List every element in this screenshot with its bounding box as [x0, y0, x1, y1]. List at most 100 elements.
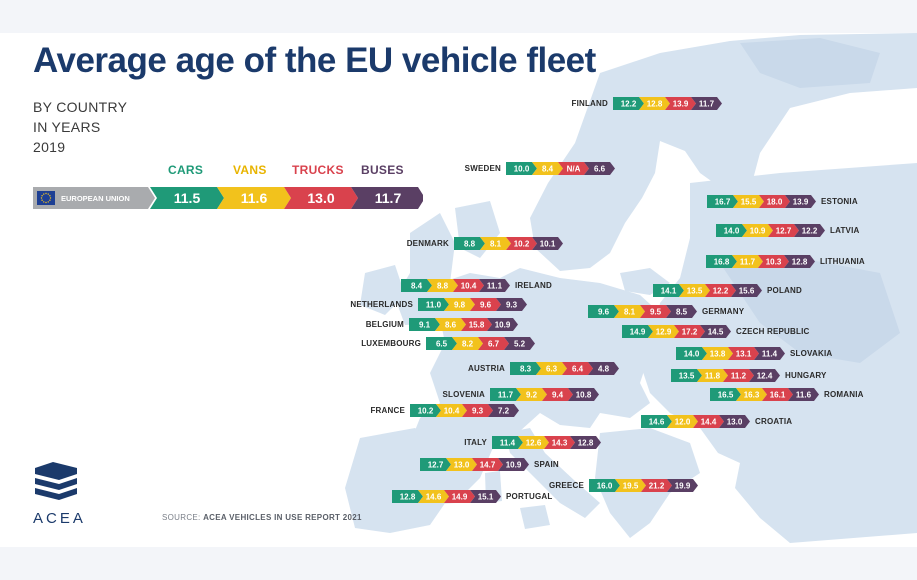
spain-vans-bar — [446, 458, 477, 471]
eu-flag-star — [40, 197, 43, 199]
country-label-germany: GERMANY — [702, 307, 745, 316]
eu-flag-star — [49, 197, 52, 199]
germany-buses-value: 8.5 — [676, 307, 688, 316]
france-trucks-value: 9.3 — [472, 406, 484, 415]
country-label-finland: FINLAND — [571, 99, 608, 108]
austria-vans-value: 6.3 — [546, 364, 558, 373]
eu-flag-star — [43, 193, 45, 195]
row-greece: 16.0 19.5 21.2 19.9 — [589, 479, 698, 492]
eu-vans-bar — [217, 187, 291, 209]
hungary-cars-bar — [671, 369, 702, 382]
portugal-cars-bar — [392, 490, 423, 503]
row-romania: 16.5 16.3 16.1 11.6 — [710, 388, 819, 401]
eu-flag-icon — [37, 191, 55, 205]
row-hungary: 13.5 11.8 11.2 12.4 — [671, 369, 780, 382]
ireland-cars-bar — [401, 279, 432, 292]
subtitle-line-1: BY COUNTRY — [33, 99, 128, 115]
country-label-czech-republic: CZECH REPUBLIC — [736, 327, 810, 336]
belgium-buses-value: 10.9 — [495, 320, 511, 329]
legend-trucks: TRUCKS — [292, 163, 344, 177]
country-label-slovakia: SLOVAKIA — [790, 349, 833, 358]
lithuania-vans-bar — [732, 255, 763, 268]
greece-trucks-bar — [641, 479, 672, 492]
czech-republic-buses-bar — [700, 325, 731, 338]
czech-republic-cars-value: 14.9 — [630, 327, 646, 336]
italy-trucks-bar — [544, 436, 575, 449]
country-label-luxembourg: LUXEMBOURG — [361, 339, 421, 348]
slovakia-cars-bar — [676, 347, 707, 360]
country-label-france: FRANCE — [370, 406, 405, 415]
spain-buses-bar — [498, 458, 529, 471]
row-slovenia: 11.7 9.2 9.4 10.8 — [490, 388, 599, 401]
belgium-cars-value: 9.1 — [419, 320, 431, 329]
estonia-buses-value: 13.9 — [793, 197, 809, 206]
latvia-trucks-bar — [768, 224, 799, 237]
slovenia-cars-value: 11.7 — [498, 390, 514, 399]
lithuania-cars-bar — [706, 255, 737, 268]
austria-buses-bar — [588, 362, 619, 375]
eu-flag-star — [49, 195, 51, 197]
hungary-vans-value: 11.8 — [705, 371, 721, 380]
country-label-hungary: HUNGARY — [785, 371, 827, 380]
great-britain-land — [395, 213, 465, 325]
hungary-trucks-bar — [723, 369, 754, 382]
portugal-buses-value: 15.1 — [478, 492, 494, 501]
austria-cars-bar — [510, 362, 541, 375]
finland-cars-value: 12.2 — [621, 99, 637, 108]
estonia-vans-bar — [733, 195, 764, 208]
infographic-card: Average age of the EU vehicle fleet BY C… — [0, 33, 917, 547]
romania-vans-value: 16.3 — [744, 390, 760, 399]
france-buses-value: 7.2 — [498, 406, 510, 415]
eu-vans-value: 11.6 — [241, 190, 268, 206]
ireland-buses-value: 11.1 — [487, 281, 503, 290]
estonia-trucks-value: 18.0 — [767, 197, 783, 206]
row-ireland: 8.4 8.8 10.4 11.1 — [401, 279, 510, 292]
latvia-buses-bar — [794, 224, 825, 237]
eu-buses-value: 11.7 — [375, 190, 402, 206]
slovenia-buses-bar — [568, 388, 599, 401]
country-label-sweden: SWEDEN — [464, 164, 501, 173]
eu-flag-star — [41, 199, 43, 201]
row-latvia: 14.0 10.9 12.7 12.2 — [716, 224, 825, 237]
row-denmark: 8.8 8.1 10.2 10.1 — [454, 237, 563, 250]
poland-vans-bar — [679, 284, 710, 297]
country-label-belgium: BELGIUM — [365, 320, 404, 329]
latvia-vans-value: 10.9 — [750, 226, 766, 235]
lithuania-trucks-value: 10.3 — [766, 257, 782, 266]
ireland-trucks-bar — [453, 279, 484, 292]
country-label-estonia: ESTONIA — [821, 197, 858, 206]
denmark-trucks-value: 10.2 — [514, 239, 530, 248]
ireland-vans-value: 8.8 — [437, 281, 449, 290]
spain-trucks-value: 14.7 — [480, 460, 496, 469]
netherlands-buses-bar — [496, 298, 527, 311]
slovakia-buses-value: 11.4 — [762, 349, 778, 358]
romania-buses-value: 11.6 — [796, 390, 812, 399]
netherlands-vans-value: 9.8 — [454, 300, 466, 309]
latvia-cars-bar — [716, 224, 747, 237]
croatia-cars-bar — [641, 415, 672, 428]
estonia-trucks-bar — [759, 195, 790, 208]
sweden-trucks-bar — [558, 162, 589, 175]
eu-average-row: EUROPEAN UNION 11.5 11.6 13.0 11.7 — [33, 187, 423, 209]
country-label-ireland: IRELAND — [515, 281, 552, 290]
germany-buses-bar — [666, 305, 697, 318]
denmark-buses-bar — [532, 237, 563, 250]
hungary-buses-value: 12.4 — [757, 371, 773, 380]
denmark-buses-value: 10.1 — [540, 239, 556, 248]
eu-flag-star — [43, 201, 45, 203]
source-text: ACEA VEHICLES IN USE REPORT 2021 — [203, 513, 362, 522]
acea-logo-text: ACEA — [33, 510, 86, 527]
eu-buses-bar — [351, 187, 423, 209]
belgium-vans-value: 8.6 — [445, 320, 457, 329]
germany-cars-bar — [588, 305, 619, 318]
subtitle-line-2: IN YEARS — [33, 119, 101, 135]
spain-trucks-bar — [472, 458, 503, 471]
croatia-buses-bar — [719, 415, 750, 428]
finland-vans-bar — [639, 97, 670, 110]
italy-vans-bar — [518, 436, 549, 449]
netherlands-buses-value: 9.3 — [506, 300, 518, 309]
ireland-cars-value: 8.4 — [411, 281, 423, 290]
row-czech-republic: 14.9 12.9 17.2 14.5 — [622, 325, 731, 338]
eu-cars-value: 11.5 — [174, 190, 201, 206]
portugal-trucks-value: 14.9 — [452, 492, 468, 501]
